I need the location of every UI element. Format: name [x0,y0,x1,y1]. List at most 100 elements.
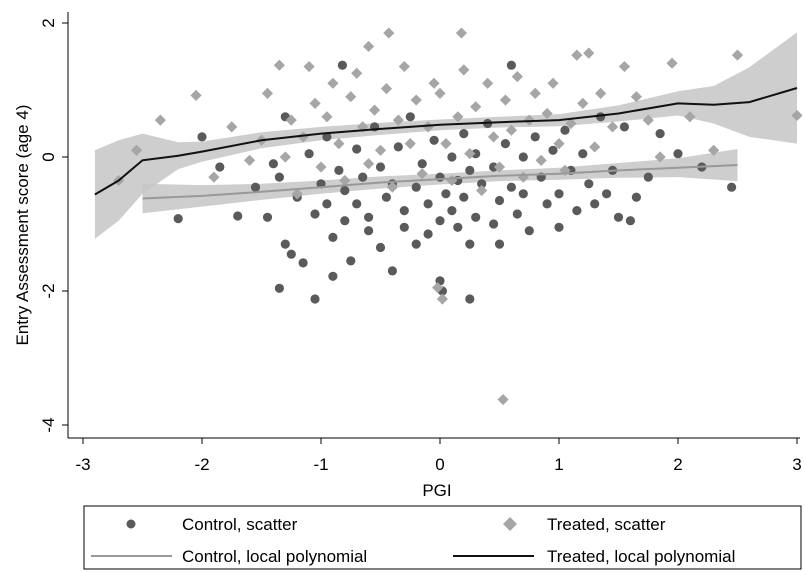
treated-point-65 [571,49,583,61]
control-point-37 [387,266,397,276]
control-point-28 [352,199,362,209]
treated-point-43 [452,111,464,123]
treated-point-19 [333,138,345,150]
treated-point-46 [464,148,476,160]
treated-point-53 [499,94,512,106]
control-point-57 [459,129,469,139]
treated-point-52 [497,393,509,406]
control-point-98 [673,149,683,159]
control-point-21 [328,271,338,281]
treated-point-17 [321,111,333,123]
treated-point-64 [565,117,577,130]
control-point-15 [310,209,320,219]
treated-point-54 [505,124,517,136]
legend: Control, scatter Treated, scatter Contro… [83,505,802,570]
treated-point-76 [684,111,696,123]
treated-point-15 [309,97,321,109]
treated-point-41 [440,138,452,150]
scatter-points [113,27,803,406]
control-point-45 [423,199,433,209]
treated-point-49 [482,77,494,89]
control-point-61 [465,294,475,304]
control-point-46 [423,229,433,239]
control-point-59 [465,165,475,175]
control-point-11 [286,249,296,259]
control-point-14 [304,149,314,159]
treated-point-67 [583,47,595,59]
control-point-52 [441,189,451,199]
fit-line-0 [142,164,738,200]
control-point-56 [453,222,463,232]
control-point-9 [280,239,290,249]
treated-point-26 [368,104,381,116]
control-point-7 [274,172,284,182]
treated-point-39 [434,87,446,99]
control-point-74 [518,152,528,162]
x-tick-label: 2 [673,455,682,474]
treated-point-78 [731,49,744,61]
y-tick-label: -2 [39,283,58,298]
treated-point-8 [261,87,274,99]
control-point-1 [197,132,207,142]
treated-point-23 [357,121,369,133]
control-point-5 [262,212,273,222]
treated-point-50 [487,131,500,143]
control-point-20 [328,232,338,242]
control-point-72 [506,60,516,70]
control-point-24 [340,185,350,196]
control-point-69 [494,239,505,249]
legend-control-scatter-marker [126,519,136,529]
control-point-85 [572,206,582,216]
treated-point-68 [589,141,601,153]
control-point-48 [435,172,445,182]
legend-treated-line-label: Treated, local polynomial [547,547,735,566]
control-point-8 [274,283,284,293]
control-point-67 [489,219,499,229]
control-point-90 [602,189,612,199]
treated-point-13 [297,131,309,143]
legend-control-line-label: Control, local polynomial [182,547,367,566]
treated-point-33 [404,138,416,150]
treated-point-11 [285,114,297,126]
axes: -4 -2 0 2 -3 -2 -1 0 1 2 3 [39,12,802,474]
control-point-38 [393,142,403,152]
control-point-73 [512,209,522,219]
y-tick-label: 0 [39,152,58,161]
treated-point-12 [291,188,303,200]
treated-point-45 [458,64,470,76]
control-point-13 [298,258,308,268]
control-point-64 [477,179,487,189]
treated-point-38 [432,282,444,294]
treated-point-5 [226,121,238,133]
control-point-54 [447,206,457,216]
x-tick-label: 1 [554,455,563,474]
control-point-80 [548,145,558,155]
control-point-33 [375,162,386,172]
treated-point-18 [327,77,339,89]
legend-treated-scatter-label: Treated, scatter [547,515,666,534]
treated-point-47 [470,101,482,113]
treated-point-66 [577,97,589,109]
control-point-2 [215,162,225,172]
control-point-86 [578,149,588,159]
treated-point-30 [386,181,398,193]
treated-point-51 [493,161,506,173]
control-point-53 [447,152,457,162]
treated-point-72 [630,91,642,103]
treated-point-42 [446,174,458,187]
treated-point-27 [374,144,387,156]
control-point-42 [411,182,421,192]
treated-point-2 [154,114,166,126]
control-point-100 [727,182,737,192]
treated-point-70 [606,121,619,133]
control-point-43 [411,239,421,249]
control-point-88 [590,199,600,209]
y-axis-title: Entry Assessment score (age 4) [13,105,32,346]
control-point-19 [322,132,332,142]
control-point-62 [471,212,481,222]
control-point-23 [337,60,347,70]
legend-control-scatter-label: Control, scatter [182,515,298,534]
control-point-18 [322,199,332,209]
control-point-95 [631,192,642,202]
